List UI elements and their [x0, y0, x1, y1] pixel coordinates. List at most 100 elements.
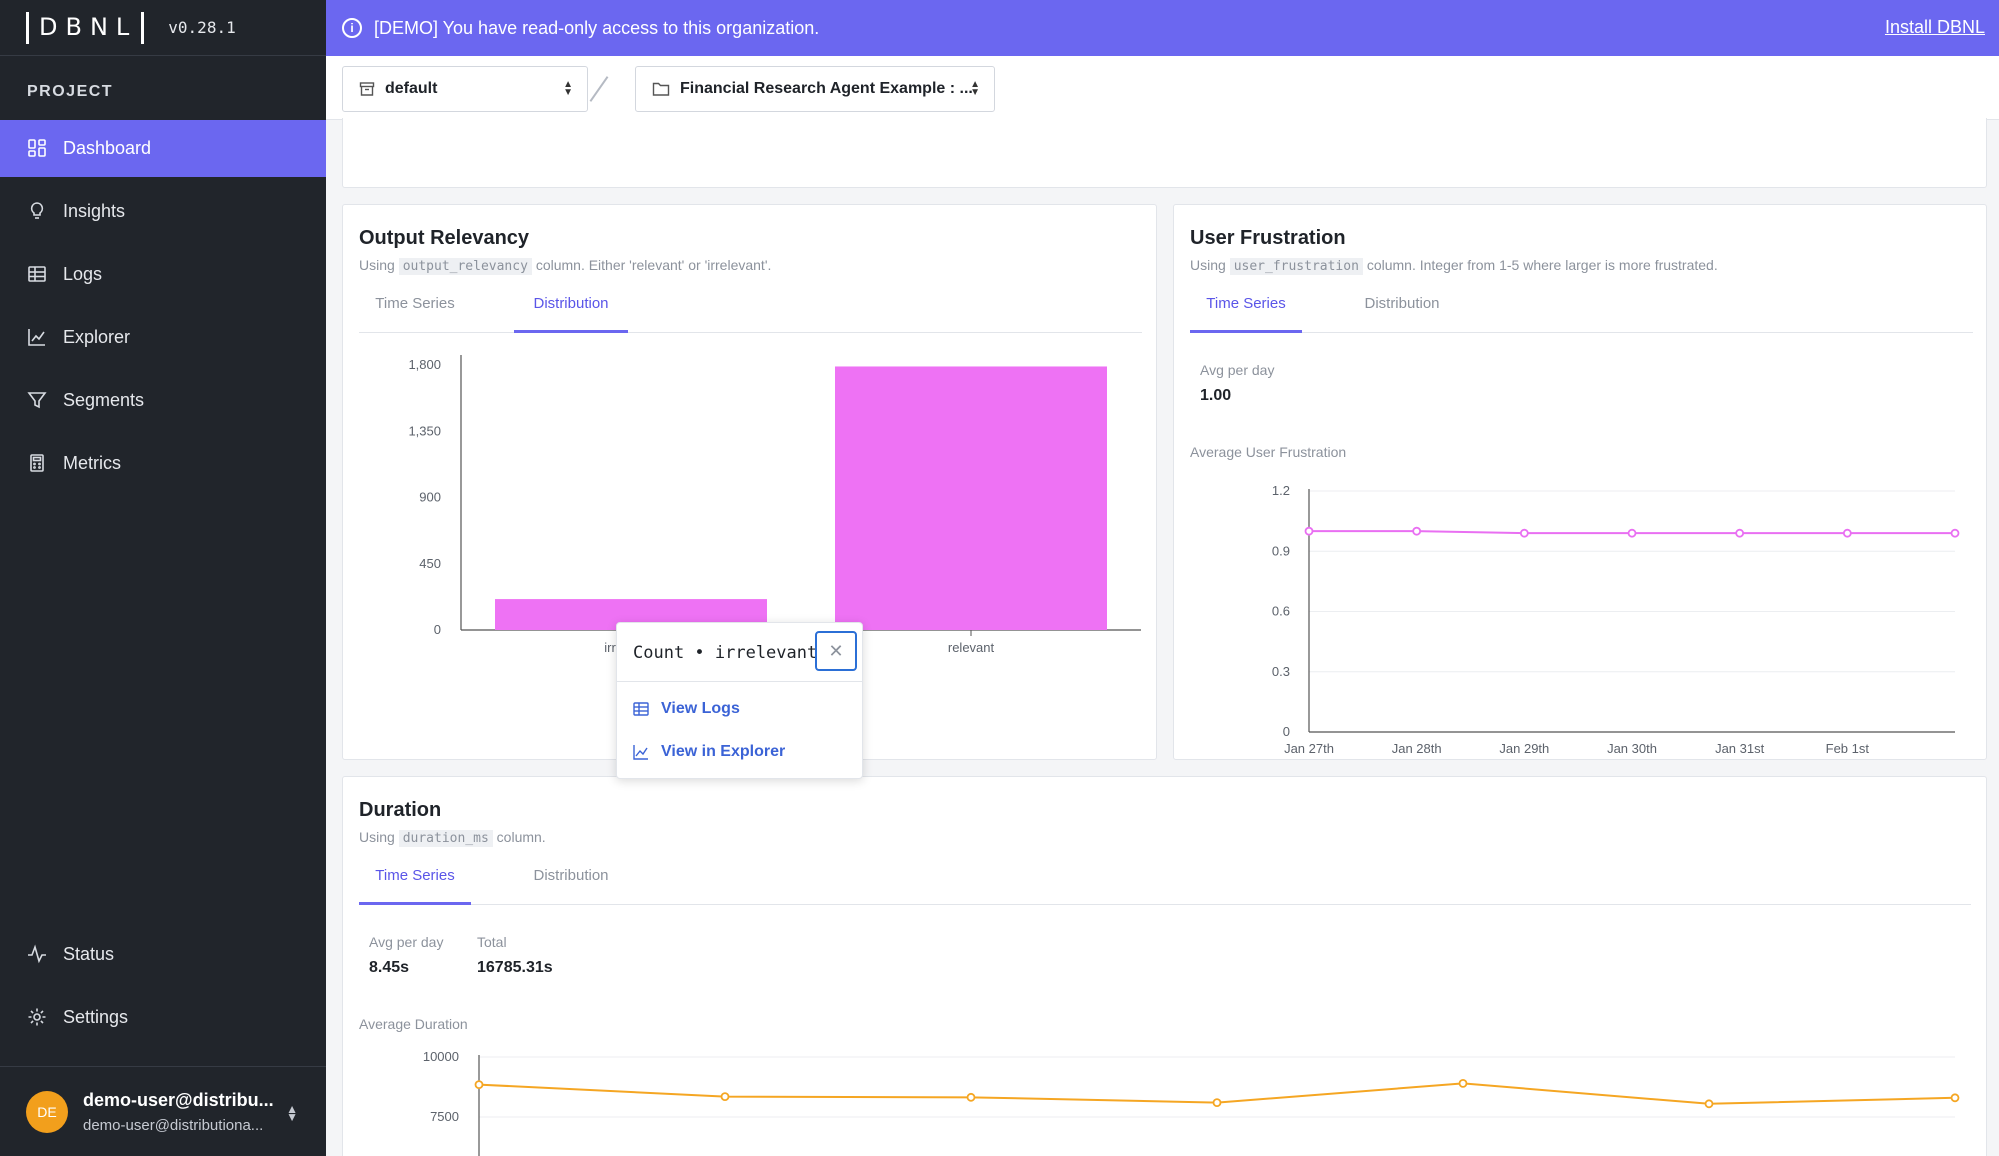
sidebar-item-metrics[interactable]: Metrics [0, 435, 326, 492]
tab-distribution[interactable]: Distribution [533, 867, 609, 884]
calculator-icon [27, 453, 49, 475]
bar-popover: Count • irrelevant ✕ View Logs View in E… [616, 622, 863, 779]
data-point [1212, 1098, 1222, 1107]
data-point [1704, 1099, 1714, 1109]
popover-title: Count • irrelevant [633, 643, 818, 663]
total-value: 16785.31s [477, 959, 553, 976]
user-menu[interactable]: DE demo-user@distribu... demo-user@distr… [0, 1066, 326, 1156]
line-chart-icon [27, 327, 49, 349]
sidebar-item-label: Status [63, 944, 115, 964]
avg-per-day-label: Avg per day [369, 934, 444, 950]
close-icon[interactable]: ✕ [815, 631, 857, 671]
sidebar-item-status[interactable]: Status [0, 926, 326, 983]
avg-per-day-value: 8.45s [369, 959, 410, 976]
namespace-select[interactable]: default ▲ ▼ [342, 66, 588, 112]
x-tick-label: Jan 30th [1607, 741, 1657, 756]
y-tick-label: 0 [434, 622, 441, 637]
install-dbnl-link[interactable]: Install DBNL [1884, 17, 1985, 37]
chart-title: Average User Frustration [1190, 444, 1347, 460]
sidebar-item-label: Settings [63, 1007, 129, 1027]
version-label: v0.28.1 [168, 18, 236, 37]
namespace-value: default [385, 80, 438, 97]
sidebar-item-dashboard[interactable]: Dashboard [0, 120, 326, 177]
table-icon [633, 701, 649, 717]
data-point [966, 1092, 976, 1102]
project-section-label: PROJECT [27, 83, 114, 100]
lightbulb-icon [27, 201, 49, 223]
sidebar-item-settings[interactable]: Settings [0, 989, 326, 1046]
dbnl-logo[interactable]: DBNL [26, 11, 145, 44]
y-tick-label: 900 [419, 490, 441, 505]
folder-icon [652, 81, 670, 97]
sidebar-item-label: Metrics [63, 453, 121, 473]
data-point [1950, 1093, 1960, 1103]
y-tick-label: 10000 [423, 1049, 459, 1064]
chart-title: Average Duration [359, 1016, 468, 1032]
sidebar-item-logs[interactable]: Logs [0, 246, 326, 303]
user-frustration-card: User Frustration Using user_frustration … [1173, 204, 1987, 760]
brand: DBNL v0.28.1 [0, 0, 326, 56]
y-tick-label: 0.9 [1272, 543, 1290, 558]
sidebar-item-explorer[interactable]: Explorer [0, 309, 326, 366]
chevron-up-down-icon: ▲ ▼ [970, 79, 980, 98]
context-bar: default ▲ ▼ Financial Research Agent Exam… [326, 56, 1999, 120]
data-point [1412, 526, 1422, 536]
tab-bar: Time Series Distribution [359, 293, 1142, 333]
card-title: Duration [359, 799, 442, 821]
y-tick-label: 0 [1283, 724, 1290, 739]
tab-distribution[interactable]: Distribution [1364, 295, 1440, 312]
view-logs-link[interactable]: View Logs [633, 700, 740, 718]
filter-icon [27, 390, 49, 412]
tab-time-series[interactable]: Time Series [359, 865, 471, 905]
y-tick-label: 450 [419, 556, 441, 571]
demo-banner: i [DEMO] You have read-only access to th… [326, 0, 1999, 56]
user-name: demo-user@distribu... [83, 1089, 274, 1110]
output-relevancy-card: Output Relevancy Using output_relevancy … [342, 204, 1157, 760]
breadcrumb-separator [589, 76, 609, 102]
data-point [720, 1092, 730, 1101]
x-tick-label: Feb 1st [1826, 741, 1870, 756]
chevron-up-down-icon[interactable]: ▲ ▼ [286, 1102, 298, 1124]
user-email: demo-user@distributiona... [83, 1116, 264, 1134]
card-title: Output Relevancy [359, 227, 530, 249]
previous-card [342, 118, 1987, 188]
archive-icon [359, 81, 375, 97]
total-label: Total [477, 934, 507, 950]
y-tick-label: 1.2 [1272, 483, 1290, 498]
sidebar-item-label: Explorer [63, 327, 131, 347]
data-point [1950, 528, 1960, 538]
project-select[interactable]: Financial Research Agent Example : ... ▲… [635, 66, 995, 112]
data-point [474, 1080, 484, 1089]
sidebar-item-segments[interactable]: Segments [0, 372, 326, 429]
data-point [1519, 528, 1529, 538]
data-point [1304, 526, 1314, 536]
duration-line-chart: 10000 7500 [423, 1049, 1960, 1156]
tab-bar: Time Series Distribution [1190, 293, 1973, 333]
duration-card: Duration Using duration_ms column. Time … [342, 776, 1987, 1156]
tab-distribution[interactable]: Distribution [514, 293, 628, 333]
sidebar-item-insights[interactable]: Insights [0, 183, 326, 240]
avg-per-day-value: 1.00 [1200, 387, 1232, 404]
sidebar-item-label: Dashboard [63, 138, 152, 158]
y-tick-label: 7500 [430, 1109, 459, 1124]
card-subtitle: Using output_relevancy column. Either 'r… [359, 257, 772, 275]
sidebar-item-label: Insights [63, 201, 126, 221]
tab-time-series[interactable]: Time Series [1190, 293, 1302, 333]
card-subtitle: Using user_frustration column. Integer f… [1190, 257, 1718, 275]
avatar: DE [26, 1090, 68, 1133]
x-tick-label: Jan 31st [1715, 741, 1765, 756]
x-tick-label: relevant [948, 640, 995, 655]
data-point [1627, 528, 1637, 538]
project-value: Financial Research Agent Example : ... [680, 80, 973, 97]
tab-bar: Time Series Distribution [359, 865, 1971, 905]
tab-time-series[interactable]: Time Series [375, 295, 455, 312]
avg-per-day-label: Avg per day [1200, 362, 1275, 378]
sidebar-item-label: Logs [63, 264, 103, 284]
line-chart-icon [633, 744, 649, 760]
view-in-explorer-link[interactable]: View in Explorer [633, 743, 785, 761]
sidebar: DBNL v0.28.1 PROJECT Dashboard Insights … [0, 0, 326, 1156]
gear-icon [27, 1007, 49, 1029]
info-icon: i [342, 18, 362, 38]
activity-icon [27, 943, 49, 966]
y-tick-label: 1,800 [408, 357, 441, 372]
